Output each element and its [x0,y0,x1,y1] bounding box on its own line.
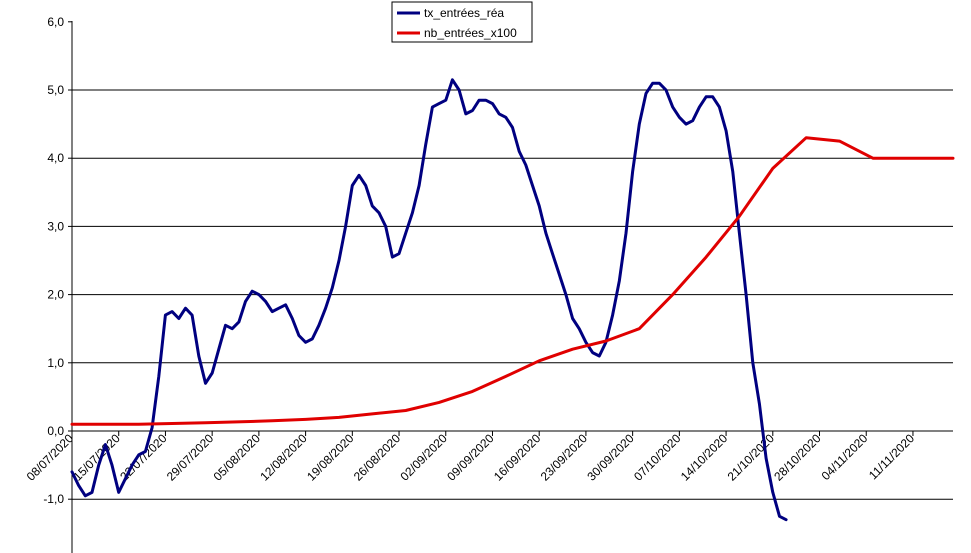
y-tick-label-7: -1,0 [43,492,64,506]
x-tick-label-4: 05/08/2020 [211,431,264,484]
x-tick-label-7: 26/08/2020 [351,431,404,484]
y-tick-label-5: 1,0 [47,356,64,370]
series-lines [70,78,955,522]
series-line-1 [70,136,955,426]
y-tick-label-0: 6,0 [47,15,64,29]
x-tick-label-3: 29/07/2020 [164,431,217,484]
x-axis-tick-labels: 08/07/202015/07/202022/07/202029/07/2020… [24,431,918,484]
x-tick-label-0: 08/07/2020 [24,431,77,484]
x-tick-label-11: 23/09/2020 [538,431,591,484]
gridlines [72,89,953,500]
legend: tx_entrées_réa nb_entrées_x100 [391,1,533,43]
x-tick-label-13: 07/10/2020 [631,431,684,484]
y-tick-label-2: 4,0 [47,151,64,165]
axes [68,21,953,553]
legend-box [391,1,533,43]
x-tick-label-17: 04/11/2020 [819,431,871,483]
x-tick-label-16: 28/10/2020 [771,431,824,484]
legend-label-2: nb_entrées_x100 [424,26,517,40]
y-tick-label-6: 0,0 [47,424,64,438]
x-tick-label-12: 30/09/2020 [584,431,637,484]
y-tick-label-4: 2,0 [47,288,64,302]
y-tick-label-1: 5,0 [47,83,64,97]
x-tick-label-10: 16/09/2020 [491,431,544,484]
x-tick-label-2: 22/07/2020 [117,431,170,484]
x-tick-label-18: 11/11/2020 [866,431,917,482]
y-tick-label-3: 3,0 [47,219,64,233]
legend-label-1: tx_entrées_réa [424,6,504,20]
x-tick-label-8: 02/09/2020 [398,431,451,484]
series-line-0 [70,78,788,522]
y-axis-tick-labels: 6,0 5,0 4,0 3,0 2,0 1,0 0,0 -1,0 [43,15,64,506]
x-tick-label-6: 19/08/2020 [304,431,357,484]
x-tick-label-14: 14/10/2020 [678,431,731,484]
x-tick-label-5: 12/08/2020 [257,431,310,484]
x-tick-label-9: 09/09/2020 [444,431,497,484]
